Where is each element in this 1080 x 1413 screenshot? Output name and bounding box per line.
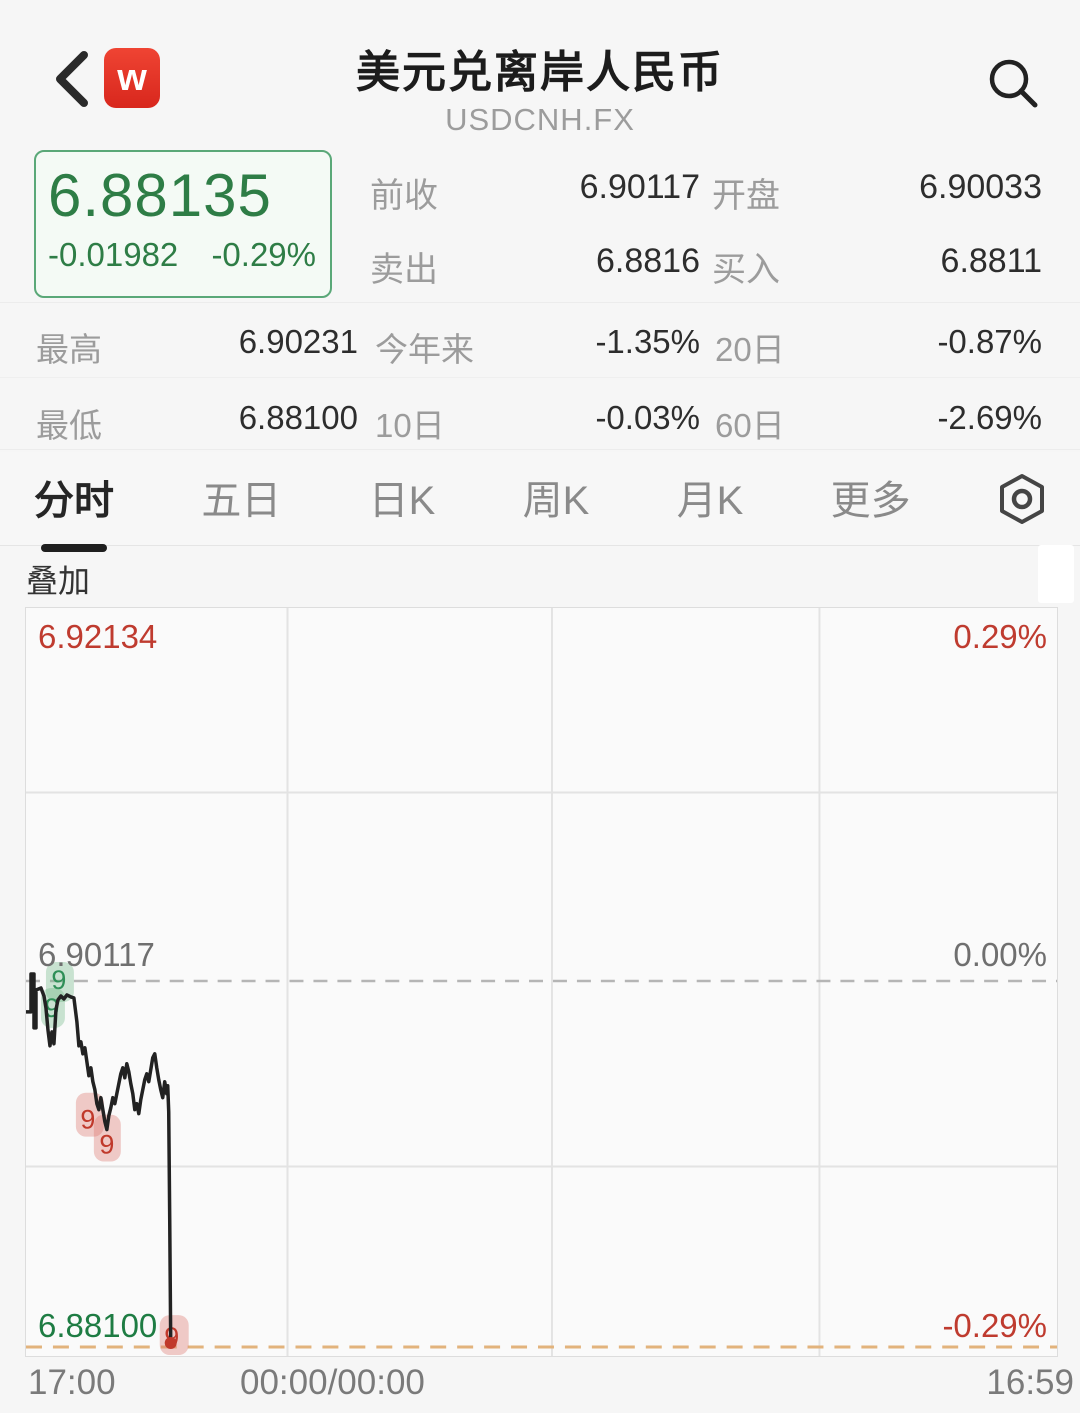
header: w 美元兑离岸人民币 USDCNH.FX [0,0,1080,148]
ask-cell: 卖出 6.8816 [370,242,700,291]
bid-cell: 买入 6.8811 [712,242,1042,291]
high-value: 6.90231 [238,323,358,360]
d20-value: -0.87% [937,323,1042,360]
open-label: 开盘 [712,177,780,215]
search-icon [989,59,1038,108]
tab-more[interactable]: 更多 [831,468,911,530]
tab-intraday-label: 分时 [34,478,114,523]
d10-cell: 10日 -0.03% [375,399,700,447]
red-signal-badge [93,1114,121,1162]
y-label-top-left: 6.92134 [38,618,158,655]
stats-divider [0,377,1080,378]
chart-settings-button[interactable] [998,473,1046,525]
back-chevron-icon [56,51,88,107]
x-tick-middle: 00:00/00:00 [240,1363,425,1402]
x-tick-end: 16:59 [986,1363,1074,1402]
tab-monthly-k-label: 月K [676,478,744,523]
chart-period-tabs: 分时 五日 日K 周K 月K 更多 [0,452,1080,552]
low-value: 6.88100 [238,399,358,436]
d10-value: -0.03% [595,399,700,436]
high-cell: 最高 6.90231 [36,323,358,371]
low-label: 最低 [36,407,102,444]
high-label: 最高 [36,331,102,368]
price-change-pct: -0.29% [211,236,316,273]
last-price-box: 6.88135 -0.01982 -0.29% [34,150,332,298]
y-label-mid-right: 0.00% [953,936,1047,973]
ytd-label: 今年来 [375,331,474,368]
ask-label: 卖出 [370,251,438,289]
tab-5day[interactable]: 五日 [201,468,281,530]
scrollbar-artifact [1038,545,1074,603]
tab-daily-k-label: 日K [368,478,436,523]
tab-more-label: 更多 [830,478,911,523]
d10-label: 10日 [375,407,445,444]
open-cell: 开盘 6.90033 [712,168,1042,217]
price-line [26,972,173,1344]
d20-label: 20日 [715,331,785,368]
prev-close-cell: 前收 6.90117 [370,168,700,217]
wind-app-logo: w [104,48,160,108]
y-label-bot-left: 6.88100 [38,1307,158,1344]
settings-hexagon-icon [999,473,1044,524]
green-signal-label: 9 [51,965,66,995]
chart-gridlines [26,608,1057,1356]
overlay-label: 叠加 [26,563,91,599]
ticker-code: USDCNH.FX [445,102,635,137]
search-button[interactable] [985,55,1041,111]
logo-letter: w [117,56,147,99]
tab-weekly-k[interactable]: 周K [523,468,590,530]
open-value: 6.90033 [919,168,1042,206]
price-change: -0.01982 [48,236,179,273]
stats-section: 最高 6.90231 今年来 -1.35% 20日 -0.87% 最低 6.88… [0,302,1080,450]
tab-daily-k[interactable]: 日K [369,468,436,530]
y-label-bot-right: -0.29% [942,1307,1047,1344]
tab-monthly-k[interactable]: 月K [677,468,744,530]
overlay-toggle[interactable]: 叠加 [26,556,90,602]
d60-label: 60日 [715,407,785,444]
bid-value: 6.8811 [940,242,1042,280]
d20-cell: 20日 -0.87% [715,323,1042,371]
red-signal-label: 9 [80,1105,95,1135]
bid-label: 买入 [712,251,780,289]
green-signal-badge [45,962,74,1002]
low-cell: 最低 6.88100 [36,399,358,447]
tab-intraday[interactable]: 分时 [34,468,114,552]
d60-value: -2.69% [937,399,1042,436]
x-axis: 17:00 00:00/00:00 16:59 [0,1363,1080,1411]
ytd-value: -1.35% [595,323,700,360]
prev-close-value: 6.90117 [579,168,700,206]
tab-5day-label: 五日 [201,478,282,523]
y-label-mid-left: 6.90117 [38,936,155,973]
ytd-cell: 今年来 -1.35% [375,323,700,371]
last-price: 6.88135 [48,162,272,229]
ask-value: 6.8816 [596,242,700,280]
y-label-top-right: 0.29% [953,618,1047,655]
x-tick-start: 17:00 [28,1363,116,1402]
d60-cell: 60日 -2.69% [715,399,1042,447]
tab-weekly-k-label: 周K [522,478,590,523]
quote-grid: 前收 6.90117 开盘 6.90033 卖出 6.8816 买入 6.881… [360,150,1050,298]
prev-close-label: 前收 [370,177,438,215]
back-button[interactable] [50,50,94,108]
last-trade-dot [164,1337,177,1350]
red-signal-label: 9 [99,1130,114,1160]
active-tab-underline [41,543,107,552]
page-title: 美元兑离岸人民币 [356,48,724,97]
